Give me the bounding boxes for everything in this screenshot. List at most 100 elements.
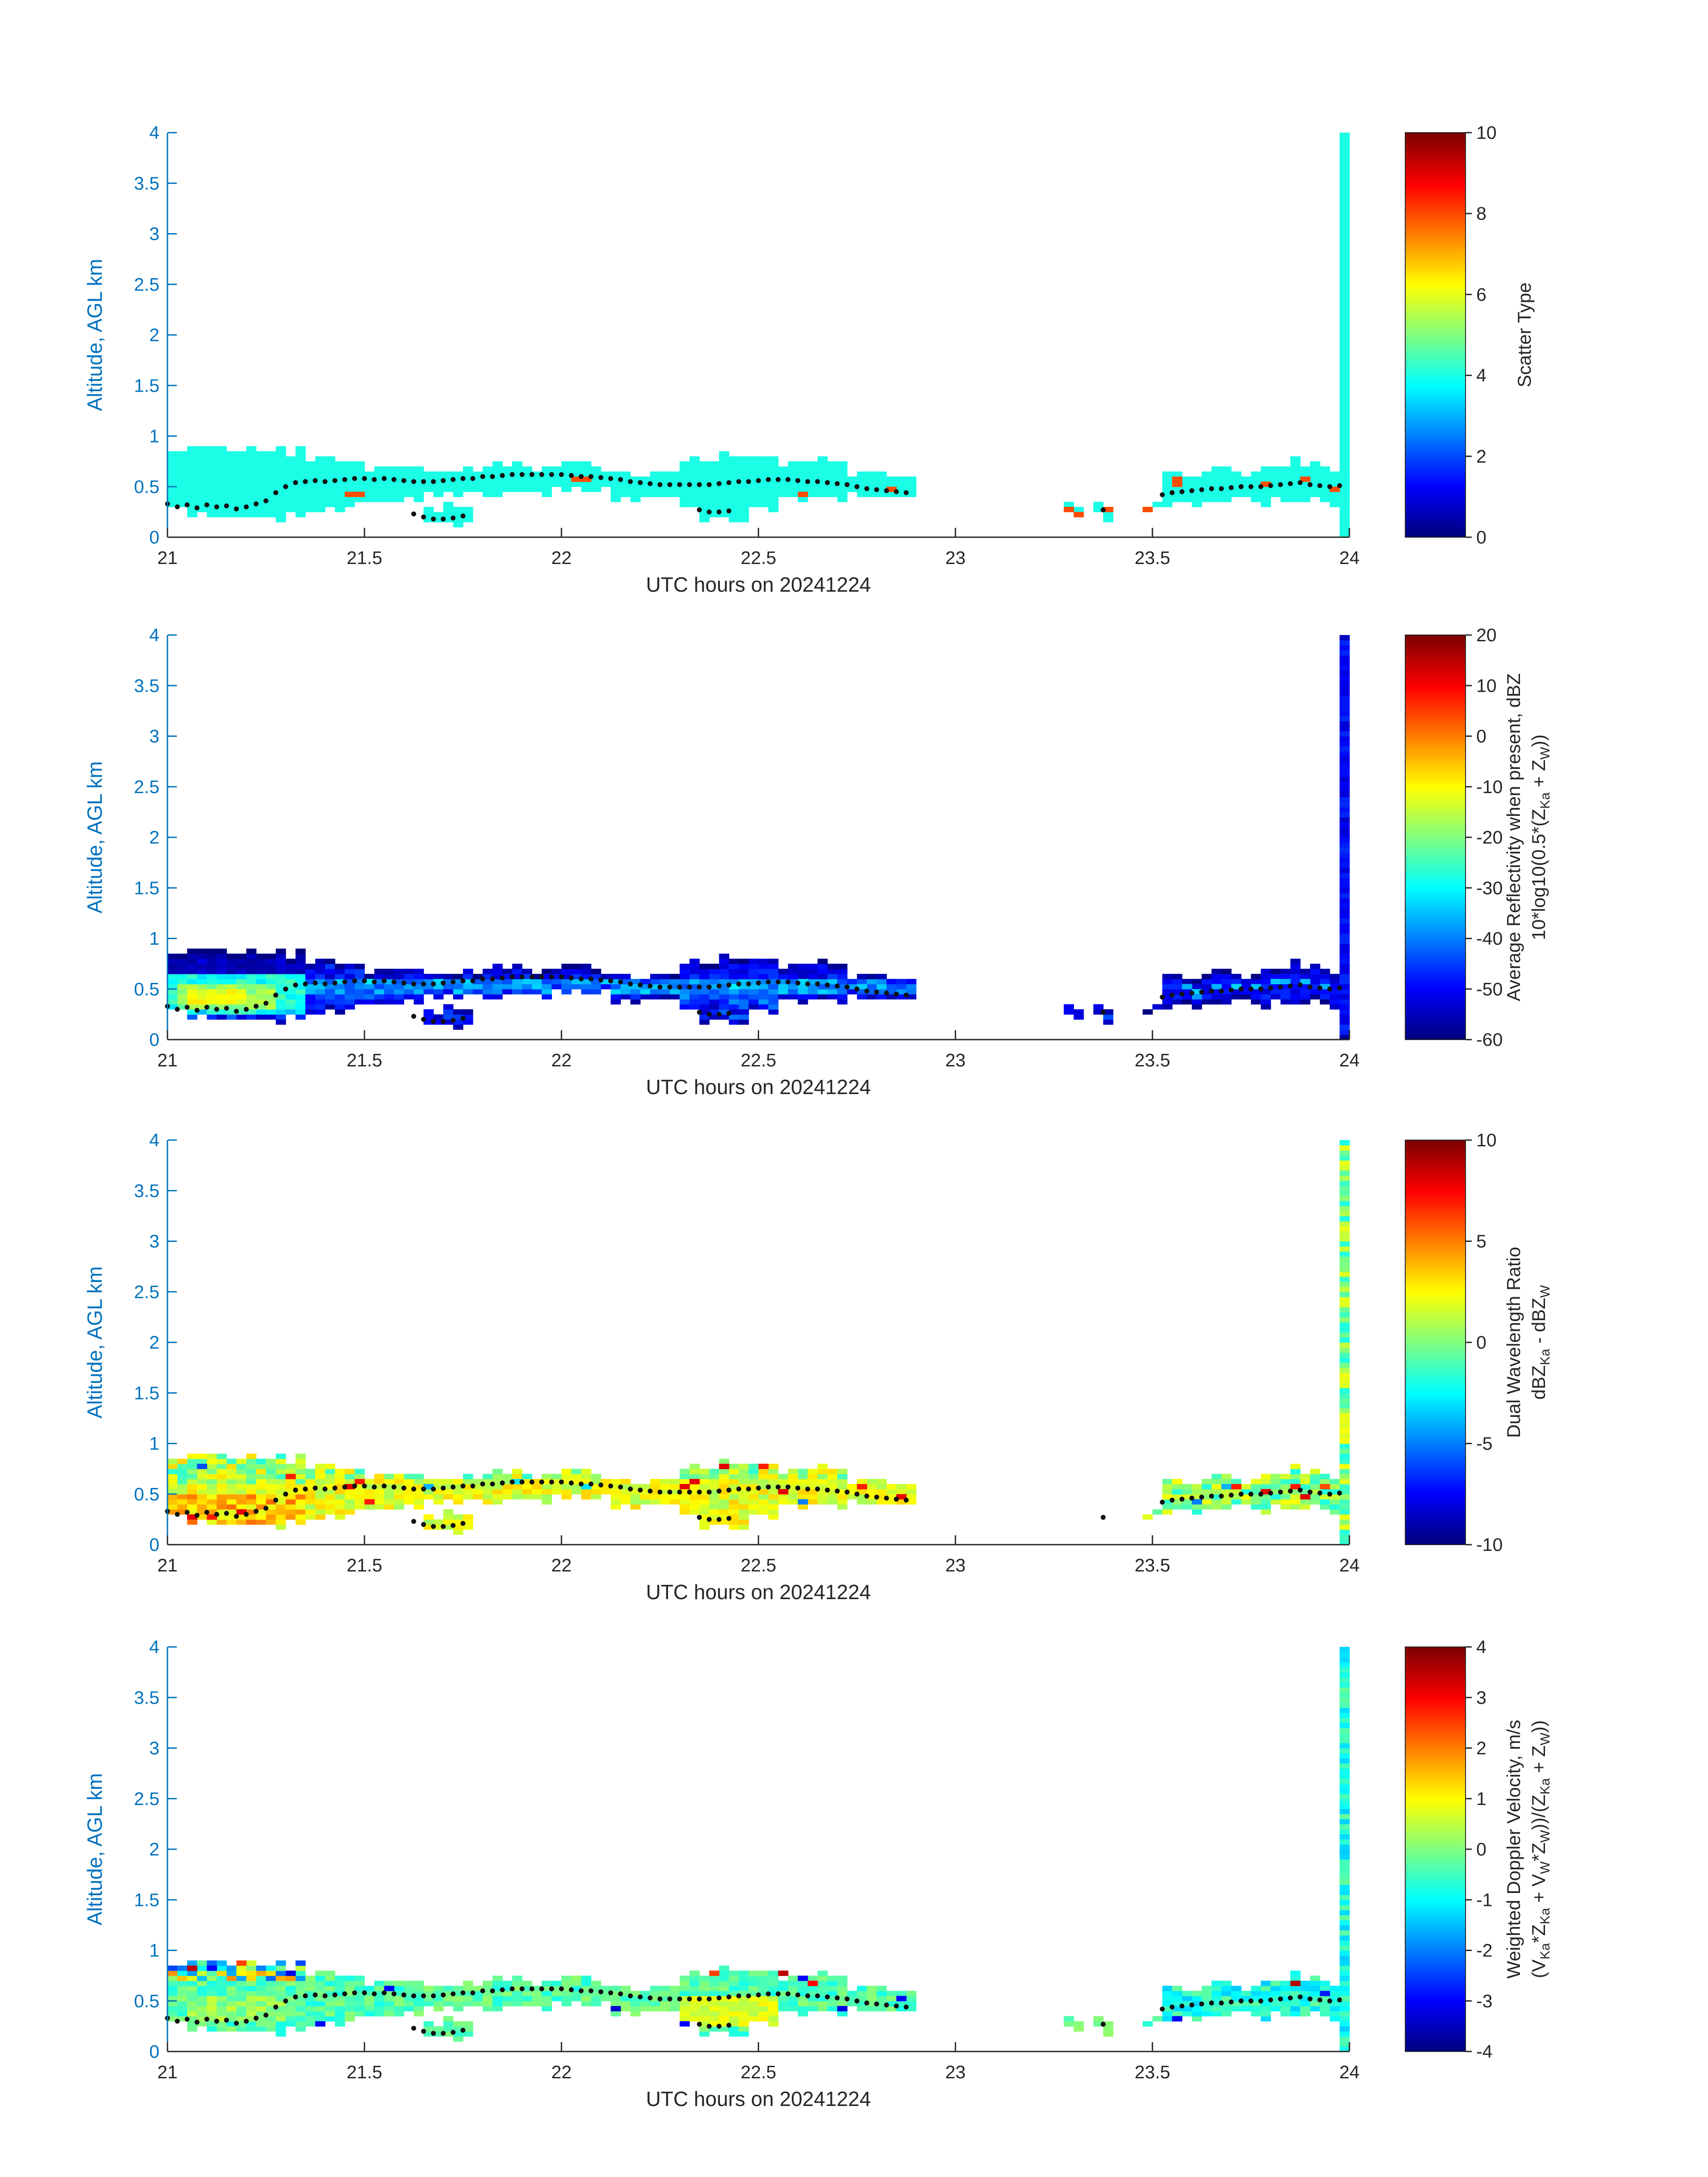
y-tick-label: 2.5: [134, 1282, 159, 1302]
y-tick-label: 3: [149, 1738, 159, 1759]
y-tick-label: 4: [149, 122, 159, 143]
colorbar-tick-label: 8: [1476, 203, 1487, 224]
y-tick-label: 2: [149, 1839, 159, 1859]
colorbar-tick-label: -5: [1476, 1433, 1492, 1454]
x-tick-label: 22: [551, 1050, 572, 1070]
y-tick-label: 2.5: [134, 274, 159, 295]
x-tick-label: 23: [945, 2062, 966, 2082]
x-tick-label: 21.5: [347, 547, 382, 568]
y-axis-label: Altitude, AGL km: [83, 1773, 106, 1926]
colorbar-tick-label: -50: [1476, 979, 1503, 999]
colorbar-label-line-2: dBZKa - dBZW: [1528, 1285, 1553, 1400]
x-tick-label: 23: [945, 1555, 966, 1575]
x-tick-label: 22.5: [741, 1050, 777, 1070]
colorbar-tick-label: -30: [1476, 877, 1503, 898]
colorbar-tick-label: -3: [1476, 1991, 1492, 2011]
dot-track: [165, 1479, 1342, 1529]
y-axis: 0 0.5 1 1.5 2 2.5 3 3.5 4 Altitude, AGL km: [83, 1637, 177, 2062]
x-tick-label: 21.5: [347, 2062, 382, 2082]
y-tick-label: 1.5: [134, 1383, 159, 1403]
colorbar-tick-label: -2: [1476, 1940, 1492, 1961]
y-tick-label: 3.5: [134, 1687, 159, 1708]
colorbar: 0 2 4 6 8 10 Scatter Type: [1405, 122, 1535, 547]
colorbar-tick-label: 1: [1476, 1788, 1487, 1809]
x-axis: 21 21.5 22 22.5 23 23.5 24 UTC hours on 2024122…: [157, 1535, 1360, 1604]
x-tick-label: 23.5: [1135, 547, 1170, 568]
y-tick-label: 0: [149, 2041, 159, 2062]
x-axis: 21 21.5 22 22.5 23 23.5 24 UTC hours on 2024122…: [157, 528, 1360, 596]
y-tick-label: 4: [149, 625, 159, 645]
colorbar-tick-label: 4: [1476, 365, 1487, 386]
y-tick-label: 2: [149, 325, 159, 345]
x-tick-label: 21.5: [347, 1555, 382, 1575]
x-tick-label: 23.5: [1135, 1050, 1170, 1070]
y-axis-label: Altitude, AGL km: [83, 761, 106, 914]
y-axis-label: Altitude, AGL km: [83, 259, 106, 411]
colorbar-tick-label: -20: [1476, 827, 1503, 848]
dot-track: [165, 1986, 1342, 2036]
x-axis-label: UTC hours on 20241224: [646, 1075, 871, 1099]
y-tick-label: 1.5: [134, 1889, 159, 1910]
y-tick-label: 0.5: [134, 1484, 159, 1504]
colorbar-tick-label: 0: [1476, 527, 1487, 547]
y-tick-label: 3.5: [134, 1180, 159, 1201]
colorbar-label-line-1: Scatter Type: [1514, 282, 1535, 387]
y-tick-label: 3: [149, 726, 159, 747]
x-tick-label: 21: [157, 1050, 178, 1070]
colorbar-tick-label: -4: [1476, 2041, 1492, 2062]
heatmap: [167, 1140, 1350, 1545]
y-tick-label: 1.5: [134, 877, 159, 898]
colorbar-tick-label: 10: [1476, 675, 1497, 696]
y-tick-label: 2: [149, 1332, 159, 1353]
colorbar-tick-label: 10: [1476, 1130, 1497, 1150]
colorbar-tick-label: 0: [1476, 1839, 1487, 1859]
x-tick-label: 23.5: [1135, 2062, 1170, 2082]
y-axis: 0 0.5 1 1.5 2 2.5 3 3.5 4 Altitude, AGL km: [83, 122, 177, 547]
heatmap: [167, 635, 1350, 1040]
x-tick-label: 23.5: [1135, 1555, 1170, 1575]
x-axis-label: UTC hours on 20241224: [646, 1580, 871, 1604]
y-axis: 0 0.5 1 1.5 2 2.5 3 3.5 4 Altitude, AGL km: [83, 625, 177, 1050]
colorbar-label-line-1: Dual Wavelength Ratio: [1503, 1247, 1524, 1438]
x-tick-label: 22: [551, 2062, 572, 2082]
x-tick-label: 22: [551, 1555, 572, 1575]
colorbar-tick-label: 2: [1476, 1738, 1487, 1759]
y-tick-label: 0.5: [134, 979, 159, 999]
colorbar-tick-label: 10: [1476, 122, 1497, 143]
colorbar-tick-label: 6: [1476, 284, 1487, 305]
y-tick-label: 3: [149, 1231, 159, 1252]
y-tick-label: 3: [149, 224, 159, 244]
x-tick-label: 21.5: [347, 1050, 382, 1070]
y-tick-label: 4: [149, 1637, 159, 1657]
colorbar: -4 -3 -2 -1 0 1 2 3 4 Weighted Doppler Velocity, …: [1405, 1637, 1553, 2062]
x-axis: 21 21.5 22 22.5 23 23.5 24 UTC hours on 2024122…: [157, 2042, 1360, 2110]
colorbar-tick-label: 0: [1476, 1332, 1487, 1353]
y-tick-label: 0.5: [134, 1991, 159, 2011]
y-tick-label: 1.5: [134, 375, 159, 396]
colorbar-label-line-2: (VKa*ZKa + VW*ZW))/(ZKa + ZW)): [1528, 1720, 1553, 1978]
y-tick-label: 0.5: [134, 476, 159, 497]
x-tick-label: 21: [157, 547, 178, 568]
x-tick-label: 21: [157, 2062, 178, 2082]
colorbar-tick-label: -10: [1476, 1534, 1503, 1555]
colorbar-tick-label: -10: [1476, 777, 1503, 797]
colorbar-label-line-1: Weighted Doppler Velocity, m/s: [1503, 1720, 1524, 1979]
y-tick-label: 3.5: [134, 173, 159, 193]
colorbar-tick-label: 0: [1476, 726, 1487, 747]
colorbar-tick-label: 2: [1476, 446, 1487, 467]
x-tick-label: 24: [1339, 2062, 1360, 2082]
y-tick-label: 0: [149, 1534, 159, 1555]
y-tick-label: 1: [149, 928, 159, 949]
x-tick-label: 22.5: [741, 547, 777, 568]
y-tick-label: 1: [149, 1940, 159, 1961]
colorbar: -60 -50 -40 -30 -20 -10 0 10 20 Average Reflectiv…: [1405, 625, 1553, 1050]
colorbar: -10 -5 0 5 10 Dual Wavelength Ratio dBZKa - dB…: [1405, 1130, 1553, 1555]
x-tick-label: 22.5: [741, 1555, 777, 1575]
colorbar-tick-label: -1: [1476, 1889, 1492, 1910]
